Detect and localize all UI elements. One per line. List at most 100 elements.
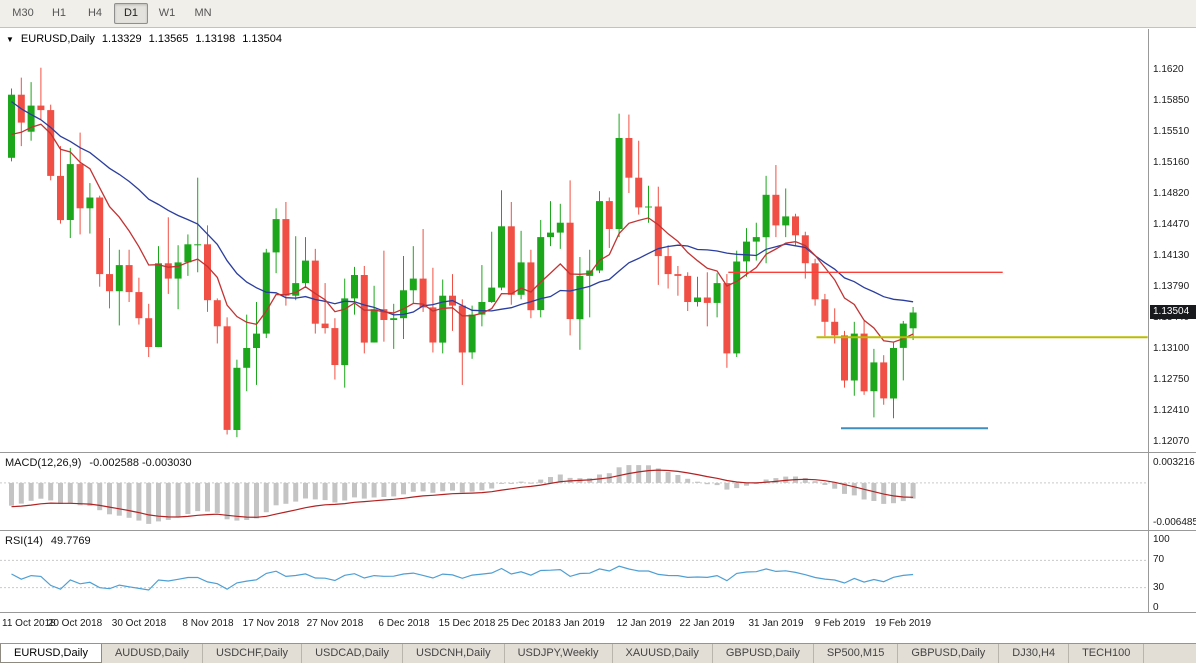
bear-candle-body: [145, 318, 153, 347]
macd-histogram-bar: [205, 482, 210, 512]
bull-candle-body: [341, 298, 349, 366]
macd-histogram-bar: [67, 482, 73, 504]
macd-histogram-bar: [685, 478, 691, 483]
bull-candle-body: [743, 241, 750, 262]
bull-candle-body: [262, 252, 270, 334]
timeframe-button-h4[interactable]: H4: [87, 7, 103, 19]
bear-candle-body: [213, 300, 221, 327]
macd-histogram-bar: [528, 482, 534, 484]
timeframe-button-h1[interactable]: H1: [51, 7, 67, 19]
chart-tab-audusd-daily[interactable]: AUDUSD,Daily: [102, 644, 203, 663]
macd-histogram-bar: [126, 482, 132, 518]
macd-histogram-bar: [254, 482, 259, 519]
macd-histogram-bar: [714, 482, 720, 486]
chart-tab-usdjpy-weekly[interactable]: USDJPY,Weekly: [505, 644, 613, 663]
bull-candle-body: [409, 278, 417, 291]
bull-candle-body: [253, 333, 260, 348]
macd-histogram-bar: [48, 482, 54, 501]
chart-tab-usdchf-daily[interactable]: USDCHF,Daily: [203, 644, 303, 663]
macd-histogram-bar: [832, 482, 838, 489]
macd-histogram-bar: [303, 482, 308, 499]
chart-window[interactable]: 1.1620 1.15850 1.15510 1.15160 1.14820 1.1447…: [0, 0, 1196, 644]
macd-histogram-bar: [910, 482, 916, 499]
bull-candle-body: [86, 197, 94, 209]
bull-candle-body: [752, 237, 760, 242]
macd-histogram-bar: [518, 481, 524, 483]
chart-ohlc-header: ▼ EURUSD,Daily 1.13329 1.13565 1.13198 1…: [6, 33, 282, 45]
bull-candle-body: [400, 290, 407, 319]
macd-histogram-bar: [165, 482, 171, 520]
rsi-name: RSI(14): [5, 535, 43, 547]
bear-candle-body: [605, 201, 613, 229]
chart-tab-xauusd-daily[interactable]: XAUUSD,Daily: [613, 644, 713, 663]
chart-tab-usdcad-daily[interactable]: USDCAD,Daily: [302, 644, 404, 663]
macd-histogram-bar: [283, 482, 289, 504]
timeframe-button-mn[interactable]: MN: [194, 7, 212, 19]
bear-candle-body: [331, 328, 339, 365]
bull-candle-body: [713, 283, 721, 303]
bear-candle-body: [458, 305, 466, 353]
macd-indicator-label: MACD(12,26,9) -0.002588 -0.003030: [5, 457, 192, 469]
bull-candle-body: [615, 138, 623, 229]
bull-candle-body: [115, 265, 123, 292]
macd-histogram-bar: [146, 482, 152, 524]
macd-histogram-bar: [695, 481, 700, 483]
macd-histogram-bar: [440, 482, 446, 492]
chart-tab-eurusd-daily[interactable]: EURUSD,Daily: [0, 644, 102, 663]
bull-candle-body: [233, 367, 241, 430]
macd-histogram-bar: [851, 482, 857, 496]
price-chart-canvas[interactable]: [0, 0, 1196, 644]
macd-histogram-bar: [724, 482, 730, 490]
chart-tab-gbpusd-daily[interactable]: GBPUSD,Daily: [713, 644, 814, 663]
macd-histogram-bar: [28, 482, 34, 501]
bull-candle-body: [762, 194, 770, 238]
macd-histogram-bar: [822, 482, 828, 485]
macd-histogram-bar: [420, 482, 426, 492]
chart-tab-gbpusd-daily[interactable]: GBPUSD,Daily: [898, 644, 1000, 663]
bull-candle-body: [596, 201, 603, 271]
ohlc-close-value: 1.13504: [242, 33, 282, 45]
macd-histogram-bar: [87, 482, 93, 506]
bull-candle-body: [302, 260, 309, 284]
bear-candle-body: [106, 274, 113, 292]
chart-tab-sp500-m15[interactable]: SP500,M15: [814, 644, 899, 663]
macd-histogram-bar: [156, 482, 161, 522]
macd-histogram-bar: [430, 482, 436, 493]
current-price-badge: 1.13504: [1150, 305, 1196, 319]
timeframe-button-m30[interactable]: M30: [12, 7, 34, 19]
macd-histogram-bar: [107, 482, 112, 515]
macd-histogram-bar: [58, 482, 63, 504]
bear-candle-body: [507, 226, 515, 295]
bull-candle-body: [468, 314, 476, 353]
bear-candle-body: [674, 274, 682, 276]
macd-histogram-bar: [342, 482, 348, 501]
bull-candle-body: [155, 263, 162, 348]
bear-candle-body: [321, 323, 329, 329]
macd-histogram-bar: [783, 476, 789, 483]
macd-histogram-bar: [175, 482, 181, 518]
macd-histogram-bar: [391, 482, 397, 497]
chart-tab-usdcnh-daily[interactable]: USDCNH,Daily: [403, 644, 505, 663]
bull-candle-body: [733, 261, 741, 354]
chart-tab-tech100[interactable]: TECH100: [1069, 644, 1145, 663]
bear-candle-body: [684, 275, 692, 302]
macd-histogram-bar: [244, 482, 250, 520]
macd-name: MACD(12,26,9): [5, 457, 82, 469]
bear-candle-body: [311, 260, 319, 324]
bull-candle-body: [645, 206, 652, 208]
bull-candle-body: [351, 275, 358, 299]
bull-candle-body: [782, 216, 790, 226]
bear-candle-body: [566, 222, 574, 320]
bull-candle-body: [243, 348, 251, 368]
bull-candle-body: [890, 348, 897, 399]
bull-candle-body: [517, 262, 525, 295]
timeframe-toolbar: M30 H1 H4 D1 W1 MN: [0, 0, 1196, 28]
macd-histogram-bar: [499, 482, 504, 484]
timeframe-button-d1[interactable]: D1: [114, 3, 148, 24]
symbol-dropdown-icon[interactable]: ▼: [6, 34, 14, 44]
timeframe-button-w1[interactable]: W1: [158, 7, 176, 19]
macd-histogram-bar: [361, 482, 367, 499]
bear-candle-body: [527, 262, 535, 311]
chart-tab-dj30-h4[interactable]: DJ30,H4: [999, 644, 1070, 663]
symbol-timeframe-label: EURUSD,Daily: [20, 33, 95, 45]
